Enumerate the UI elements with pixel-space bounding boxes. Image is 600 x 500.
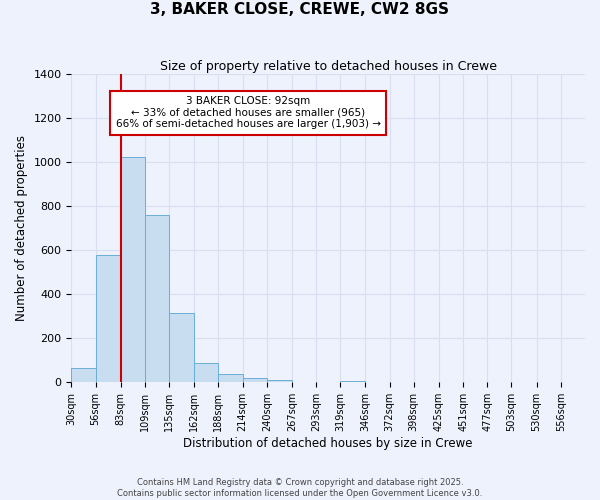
Bar [340, 381, 365, 382]
Bar [169, 313, 194, 382]
Bar [121, 156, 145, 382]
Text: 3 BAKER CLOSE: 92sqm
← 33% of detached houses are smaller (965)
66% of semi-deta: 3 BAKER CLOSE: 92sqm ← 33% of detached h… [116, 96, 380, 130]
Bar [95, 254, 121, 382]
Bar [267, 380, 292, 382]
Bar [145, 215, 169, 382]
Y-axis label: Number of detached properties: Number of detached properties [15, 136, 28, 322]
Title: Size of property relative to detached houses in Crewe: Size of property relative to detached ho… [160, 60, 497, 73]
Bar [194, 362, 218, 382]
Bar [71, 368, 95, 382]
X-axis label: Distribution of detached houses by size in Crewe: Distribution of detached houses by size … [184, 437, 473, 450]
Bar [218, 374, 242, 382]
Text: 3, BAKER CLOSE, CREWE, CW2 8GS: 3, BAKER CLOSE, CREWE, CW2 8GS [151, 2, 449, 18]
Text: Contains HM Land Registry data © Crown copyright and database right 2025.
Contai: Contains HM Land Registry data © Crown c… [118, 478, 482, 498]
Bar [242, 378, 267, 382]
